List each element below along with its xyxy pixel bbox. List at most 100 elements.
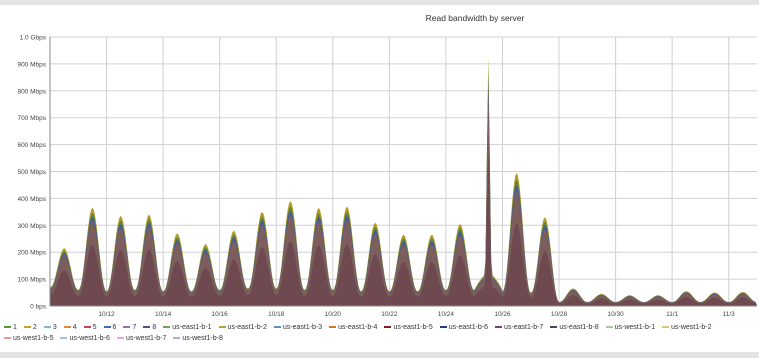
legend-label: us-east1-b-8 (559, 324, 599, 331)
area-main-band (50, 150, 757, 306)
legend-label: us-east1-b-3 (282, 324, 323, 331)
legend-label: us-west1-b-6 (69, 335, 110, 342)
legend-swatch (60, 337, 68, 340)
legend-swatch (329, 326, 337, 329)
legend-swatch (83, 326, 91, 329)
axes (49, 37, 757, 307)
y-tick-label: 700 Mbps (17, 115, 46, 122)
legend-item[interactable]: 4 (63, 322, 77, 333)
legend-label: us-west1-b-8 (182, 335, 223, 342)
y-tick-label: 300 Mbps (17, 223, 46, 230)
x-tick-label: 10/22 (381, 311, 398, 318)
legend-item[interactable]: us-west1-b-7 (116, 333, 167, 344)
legend-swatch (439, 326, 447, 329)
legend-item[interactable]: us-west1-b-1 (605, 322, 656, 333)
legend-swatch (273, 326, 281, 329)
legend-label: us-east1-b-6 (448, 324, 489, 331)
legend-label: 6 (112, 324, 117, 331)
legend-label: us-west1-b-7 (125, 335, 167, 342)
legend-label: us-east1-b-2 (227, 324, 267, 331)
y-tick-label: 200 Mbps (17, 250, 46, 257)
legend-swatch (173, 337, 181, 340)
chart-legend: 1 2 3 4 5 6 7 8 us-east1-b-1 us-east1-b-2 us-east1… (4, 322, 759, 344)
legend-item[interactable]: us-east1-b-4 (329, 322, 377, 333)
legend-label: 5 (92, 324, 97, 331)
y-tick-label: 1.0 Gbps (20, 35, 47, 42)
x-tick-label: 10/18 (268, 311, 285, 318)
legend-swatch (43, 326, 51, 329)
legend-label: us-east1-b-5 (393, 324, 433, 331)
legend-item[interactable]: 8 (143, 322, 156, 333)
legend-item[interactable]: us-east1-b-1 (163, 322, 212, 333)
legend-item[interactable]: 2 (23, 322, 37, 333)
legend-label: us-west1-b-5 (13, 335, 54, 342)
y-tick-label: 800 Mbps (17, 88, 46, 95)
x-tick-label: 10/28 (551, 311, 568, 318)
legend-item[interactable]: 6 (103, 322, 117, 333)
grid-lines (50, 36, 757, 307)
legend-swatch (163, 326, 171, 329)
x-tick-labels: 10/12 10/14 10/16 10/18 10/20 10/22 10/24 10/26… (98, 311, 735, 318)
stacked-areas (50, 55, 757, 306)
legend-item[interactable]: us-west1-b-2 (662, 322, 712, 333)
y-tick-label: 0 bps (30, 304, 47, 311)
legend-label: 2 (32, 324, 37, 331)
top-divider (0, 0, 759, 5)
legend-item[interactable]: us-east1-b-7 (495, 322, 543, 333)
legend-label: us-east1-b-7 (504, 324, 544, 331)
y-tick-labels: 0 bps 100 Mbps 200 Mbps 300 Mbps 400 Mbps 500… (17, 35, 46, 311)
legend-item[interactable]: 3 (43, 322, 57, 333)
legend-item[interactable]: us-west1-b-8 (173, 333, 223, 344)
legend-swatch (23, 326, 31, 329)
x-tick-label: 10/20 (325, 311, 342, 318)
y-tick-label: 900 Mbps (17, 61, 46, 68)
legend-swatch (662, 326, 670, 329)
legend-label: 3 (52, 324, 57, 331)
legend-swatch (4, 326, 11, 329)
legend-swatch (550, 326, 558, 329)
legend-swatch (63, 326, 71, 329)
legend-swatch (495, 326, 503, 329)
legend-item[interactable]: us-east1-b-2 (218, 322, 267, 333)
y-tick-label: 400 Mbps (17, 196, 46, 203)
x-tick-label: 10/16 (212, 311, 229, 318)
legend-label: us-west1-b-2 (671, 324, 712, 331)
legend-item[interactable]: us-west1-b-6 (60, 333, 110, 344)
legend-swatch (143, 326, 151, 329)
legend-swatch (605, 326, 613, 329)
legend-label: 8 (152, 324, 157, 331)
legend-item[interactable]: us-east1-b-8 (550, 322, 599, 333)
x-tick-label: 10/30 (607, 311, 624, 318)
legend-item[interactable]: us-west1-b-5 (4, 333, 53, 344)
legend-label: 1 (13, 324, 17, 331)
x-tick-label: 10/12 (98, 311, 115, 318)
legend-item[interactable]: us-east1-b-3 (273, 322, 323, 333)
x-tick-label: 11/1 (666, 311, 679, 318)
chart-title: Read bandwidth by server (426, 13, 525, 23)
x-tick-label: 10/26 (494, 311, 511, 318)
legend-swatch (384, 326, 392, 329)
legend-label: 4 (72, 324, 77, 331)
legend-label: us-east1-b-4 (338, 324, 378, 331)
legend-item[interactable]: 7 (123, 322, 136, 333)
legend-label: us-west1-b-1 (614, 324, 656, 331)
legend-swatch (103, 326, 111, 329)
y-tick-label: 600 Mbps (17, 142, 46, 149)
legend-item[interactable]: 5 (83, 322, 97, 333)
legend-item[interactable]: us-east1-b-5 (384, 322, 433, 333)
bottom-divider (0, 352, 759, 358)
legend-swatch (116, 337, 124, 340)
legend-label: us-east1-b-1 (172, 324, 212, 331)
legend-swatch (123, 326, 131, 329)
y-tick-label: 100 Mbps (17, 277, 46, 284)
legend-item[interactable]: us-east1-b-6 (439, 322, 489, 333)
bandwidth-chart: Read bandwidth by server 0 bps 100 Mbps 20… (17, 13, 757, 318)
legend-label: 7 (132, 324, 137, 331)
x-tick-label: 10/14 (155, 311, 172, 318)
legend-item[interactable]: 1 (4, 322, 17, 333)
x-tick-label: 11/3 (723, 311, 736, 318)
legend-swatch (218, 326, 226, 329)
x-tick-label: 10/24 (438, 311, 455, 318)
y-tick-label: 500 Mbps (17, 169, 46, 176)
legend-swatch (4, 337, 11, 340)
